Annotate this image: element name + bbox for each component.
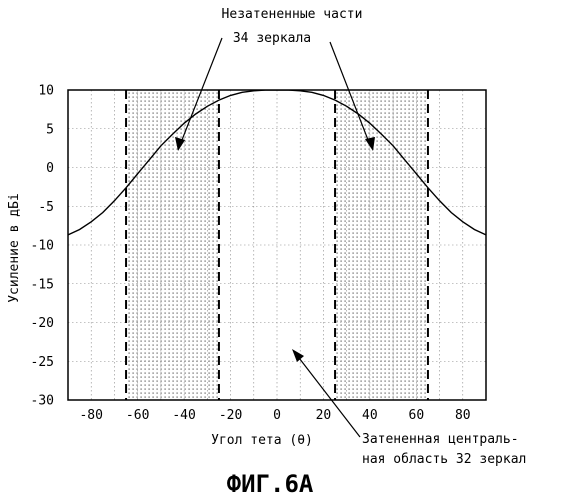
y-tick-labels: 10 5 0 -5 -10 -15 -20 -25 -30	[31, 84, 54, 409]
figure-caption: ФИГ.6А	[227, 470, 314, 498]
shaded-region	[335, 90, 428, 400]
x-tick-label: 80	[455, 408, 471, 423]
y-axis-label: Усиление в дБi	[7, 193, 22, 303]
y-tick-label: 10	[38, 84, 54, 99]
y-tick-label: 5	[46, 122, 54, 137]
x-tick-label: 20	[316, 408, 332, 423]
x-tick-label: 0	[273, 408, 281, 423]
y-tick-label: -20	[31, 316, 54, 331]
y-tick-label: -15	[31, 277, 54, 292]
y-tick-label: -30	[31, 394, 54, 409]
x-tick-label: 40	[362, 408, 378, 423]
annotation-shaded-line2: ная область 32 зеркал	[362, 452, 526, 467]
annotation-arrowhead-center	[292, 349, 304, 362]
annotation-unshaded-line2: 34 зеркала	[233, 31, 311, 46]
y-tick-label: -5	[38, 200, 54, 215]
x-tick-label: -80	[79, 408, 102, 423]
shaded-region	[126, 90, 219, 400]
y-tick-label: 0	[46, 161, 54, 176]
annotation-shaded-line1: Затененная централь-	[362, 432, 519, 447]
x-tick-label: -40	[172, 408, 195, 423]
y-tick-label: -10	[31, 239, 54, 254]
x-tick-label: -20	[219, 408, 242, 423]
y-tick-label: -25	[31, 355, 54, 370]
x-tick-label: -60	[126, 408, 149, 423]
x-axis-label: Угол тета (θ)	[211, 433, 313, 448]
x-tick-labels: -80 -60 -40 -20 0 20 40 60 80	[79, 408, 470, 423]
annotation-unshaded-line1: Незатененные части	[222, 7, 363, 22]
x-tick-label: 60	[409, 408, 425, 423]
